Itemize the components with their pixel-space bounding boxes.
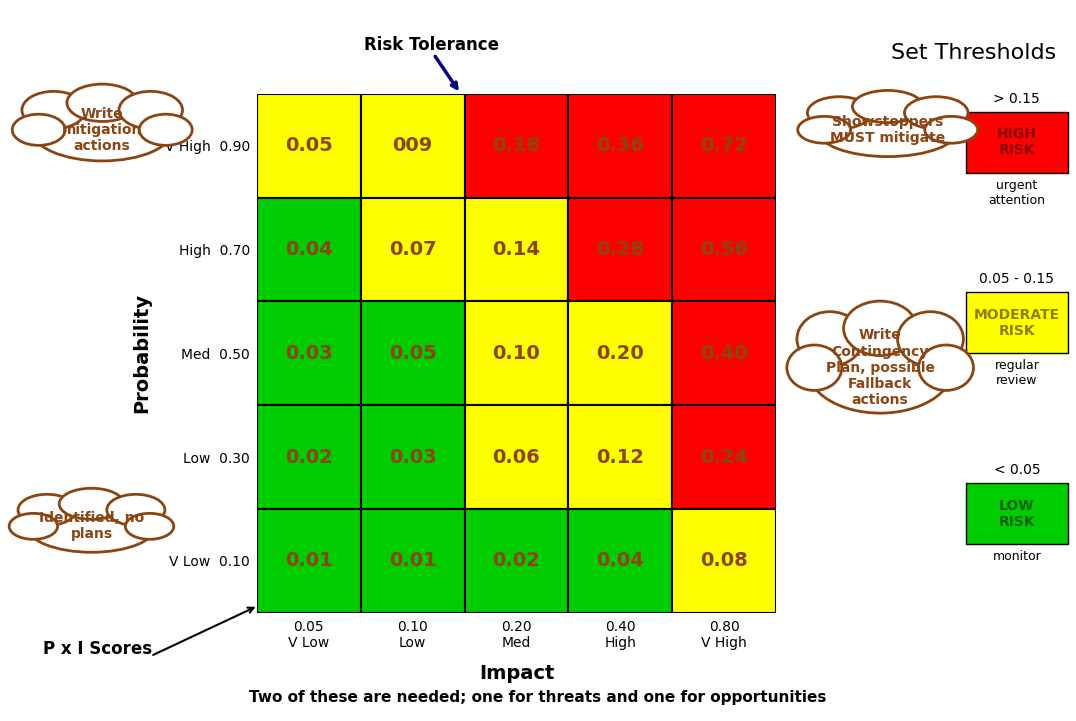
FancyBboxPatch shape — [465, 301, 568, 405]
FancyBboxPatch shape — [672, 94, 776, 198]
FancyBboxPatch shape — [360, 198, 465, 301]
Text: urgent
attention: urgent attention — [989, 179, 1045, 207]
Text: 0.04: 0.04 — [596, 552, 645, 570]
Text: 0.05: 0.05 — [388, 344, 437, 363]
FancyBboxPatch shape — [360, 405, 465, 509]
FancyBboxPatch shape — [360, 301, 465, 405]
FancyBboxPatch shape — [257, 94, 360, 198]
Text: P x I Scores: P x I Scores — [43, 640, 152, 658]
FancyBboxPatch shape — [568, 94, 672, 198]
Text: 0.36: 0.36 — [596, 136, 645, 155]
Text: 0.24: 0.24 — [700, 448, 748, 466]
Text: 0.03: 0.03 — [388, 448, 437, 466]
Text: 0.07: 0.07 — [388, 240, 437, 259]
FancyBboxPatch shape — [360, 509, 465, 613]
FancyBboxPatch shape — [257, 405, 360, 509]
Text: HIGH
RISK: HIGH RISK — [997, 128, 1036, 157]
FancyBboxPatch shape — [465, 94, 568, 198]
FancyBboxPatch shape — [568, 405, 672, 509]
Text: 0.08: 0.08 — [700, 552, 748, 570]
Y-axis label: Probability: Probability — [132, 293, 151, 413]
Text: Risk Tolerance: Risk Tolerance — [364, 36, 498, 54]
FancyBboxPatch shape — [568, 509, 672, 613]
Text: 0.18: 0.18 — [493, 136, 540, 155]
Text: 0.05: 0.05 — [285, 136, 332, 155]
Text: 0.10: 0.10 — [493, 344, 540, 363]
Text: LOW
RISK: LOW RISK — [999, 499, 1035, 528]
Text: MODERATE
RISK: MODERATE RISK — [974, 308, 1060, 337]
Text: monitor: monitor — [992, 550, 1042, 563]
FancyBboxPatch shape — [465, 405, 568, 509]
Text: 0.72: 0.72 — [700, 136, 748, 155]
Text: 0.02: 0.02 — [285, 448, 332, 466]
Text: Write
mitigation
actions: Write mitigation actions — [62, 107, 142, 153]
FancyBboxPatch shape — [465, 509, 568, 613]
Text: Set Thresholds: Set Thresholds — [891, 43, 1057, 63]
Text: 0.20: 0.20 — [596, 344, 645, 363]
Text: > 0.15: > 0.15 — [993, 92, 1040, 106]
Text: 0.56: 0.56 — [700, 240, 748, 259]
Text: 0.12: 0.12 — [596, 448, 645, 466]
Text: 0.14: 0.14 — [493, 240, 540, 259]
Text: 0.06: 0.06 — [493, 448, 540, 466]
FancyBboxPatch shape — [568, 301, 672, 405]
Text: Two of these are needed; one for threats and one for opportunities: Two of these are needed; one for threats… — [250, 690, 826, 705]
Text: 0.03: 0.03 — [285, 344, 332, 363]
FancyBboxPatch shape — [672, 405, 776, 509]
FancyBboxPatch shape — [257, 509, 360, 613]
Text: 0.01: 0.01 — [285, 552, 332, 570]
FancyBboxPatch shape — [568, 198, 672, 301]
Text: 0.01: 0.01 — [388, 552, 437, 570]
Text: 0.02: 0.02 — [493, 552, 540, 570]
FancyBboxPatch shape — [672, 301, 776, 405]
FancyBboxPatch shape — [257, 301, 360, 405]
Text: 0.28: 0.28 — [596, 240, 645, 259]
Text: 0.05 - 0.15: 0.05 - 0.15 — [979, 273, 1054, 286]
Text: Identified, no
plans: Identified, no plans — [39, 511, 144, 541]
Text: < 0.05: < 0.05 — [993, 464, 1040, 477]
Text: 0.04: 0.04 — [285, 240, 332, 259]
FancyBboxPatch shape — [672, 509, 776, 613]
Text: Showstoppers
MUST mitigate: Showstoppers MUST mitigate — [830, 115, 946, 145]
FancyBboxPatch shape — [672, 198, 776, 301]
FancyBboxPatch shape — [360, 94, 465, 198]
X-axis label: Impact: Impact — [479, 664, 554, 683]
Text: regular
review: regular review — [994, 359, 1039, 387]
Text: 0.40: 0.40 — [700, 344, 748, 363]
FancyBboxPatch shape — [257, 198, 360, 301]
FancyBboxPatch shape — [465, 198, 568, 301]
Text: 009: 009 — [393, 136, 433, 155]
Text: Write
Contingency
Plan, possible
Fallback
actions: Write Contingency Plan, possible Fallbac… — [825, 328, 935, 407]
